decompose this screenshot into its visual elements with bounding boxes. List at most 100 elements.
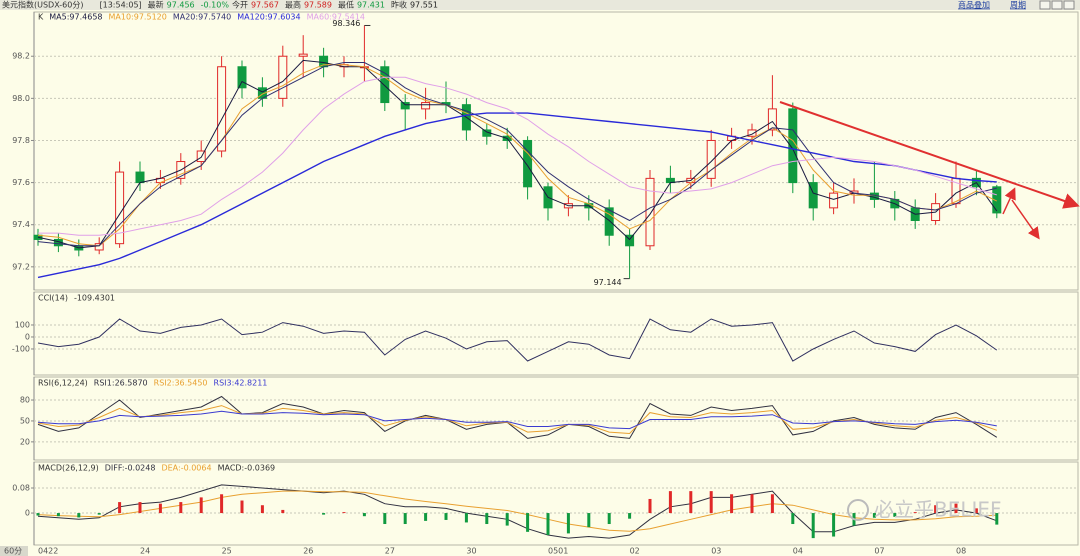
x-tick-label: 07 (874, 547, 884, 556)
macd-bar (36, 513, 40, 516)
window-button[interactable] (1063, 0, 1075, 10)
panel-frame (33, 376, 1079, 461)
toolbar-link[interactable]: 周期 (1010, 1, 1026, 10)
macd-bar (485, 513, 489, 525)
macd-bar (281, 509, 285, 514)
macd-bar (383, 513, 387, 525)
quote-value: 97.456 (167, 1, 195, 10)
quote-label: 今开 (232, 0, 248, 10)
quote-label: 昨收 (391, 0, 407, 10)
macd-bar (709, 491, 713, 514)
macd-bar (730, 494, 734, 514)
macd-bar (954, 503, 958, 514)
series-line (37, 395, 998, 439)
candle-body (706, 139, 716, 179)
macd-bar (444, 513, 448, 520)
y-tick-label: 97.2 (12, 262, 30, 271)
quote-value: 97.567 (251, 1, 279, 10)
macd-bar (668, 491, 672, 514)
x-tick-label: 03 (711, 547, 721, 556)
series-line (37, 64, 998, 247)
candle-body (604, 207, 614, 236)
y-tick-label: 0 (25, 332, 30, 341)
macd-bar (974, 508, 978, 514)
macd-bar (893, 513, 897, 517)
series-line (38, 76, 997, 236)
macd-bar (934, 505, 938, 514)
window-button[interactable] (1039, 0, 1051, 10)
x-tick-label: 02 (630, 547, 640, 556)
macd-bar (403, 513, 407, 525)
macd-bar (158, 503, 162, 514)
macd-bar (118, 502, 122, 514)
watermark-icon (847, 499, 869, 521)
legend-entry: MACD:-0.0369 (218, 464, 276, 473)
macd-bar (526, 513, 530, 532)
candle-body (829, 192, 839, 209)
macd-bar (342, 512, 346, 514)
quote-label: 最新 (148, 0, 164, 10)
candle-body (400, 102, 410, 110)
macd-bar (832, 513, 836, 537)
panel-title: MACD(26,12,9) (38, 464, 99, 473)
x-tick-label: 04 (793, 547, 803, 556)
candle-body (298, 53, 308, 57)
quote-value: 97.431 (357, 1, 385, 10)
window-button[interactable] (1051, 0, 1063, 10)
period-box (0, 546, 28, 556)
macd-bar (199, 497, 203, 514)
y-tick-label: 0 (25, 509, 30, 518)
x-tick-label: 30 (466, 547, 476, 556)
y-tick-label: -100 (12, 344, 30, 353)
arrow (1011, 199, 1040, 240)
high-annotation: 98.346 (332, 19, 360, 28)
y-tick-label: 80 (20, 396, 30, 405)
header-time: [13:54:05] (99, 1, 141, 10)
candle-body (625, 234, 635, 247)
x-tick-label: 08 (956, 547, 966, 556)
readout: -109.4301 (74, 294, 115, 303)
macd-bar (505, 513, 509, 526)
candle-body (135, 171, 145, 184)
candle-body (278, 55, 288, 99)
macd-bar (648, 498, 652, 514)
legend-entry: DEA:-0.0064 (161, 464, 211, 473)
macd-bar (424, 513, 428, 521)
panel-title: RSI(6,12,24) (38, 379, 88, 388)
macd-bar (750, 494, 754, 514)
quote-label: -0.10% (201, 1, 230, 10)
candle-body (217, 66, 227, 152)
quote-label: 最高 (285, 0, 301, 10)
candle-body (237, 66, 247, 89)
y-tick-label: 98.2 (12, 52, 30, 61)
toolbar-link[interactable]: 商品叠加 (958, 0, 990, 10)
panel-title: CCI(14) (38, 294, 68, 303)
panel-frame (33, 291, 1079, 376)
candle-body (992, 186, 1002, 214)
y-tick-label: 98.0 (12, 94, 30, 103)
candle-body (421, 102, 431, 110)
x-tick-label: 0422 (38, 547, 58, 556)
x-tick-label: 26 (303, 547, 313, 556)
legend-entry: MA5:97.4658 (49, 13, 102, 22)
macd-bar (322, 513, 326, 515)
series-line (37, 410, 997, 430)
candle-body (380, 66, 390, 104)
x-tick-label: 25 (222, 547, 232, 556)
series-line (37, 405, 997, 435)
legend-entry: DIFF:-0.0248 (105, 464, 156, 473)
y-tick-label: 20 (20, 437, 30, 446)
x-tick-label: 0501 (548, 547, 568, 556)
series-line (37, 490, 997, 532)
macd-bar (587, 513, 591, 528)
plots: 97.2 97.4 97.6 97.8 98.0 98.2 K MA5:97.4658 MA10… (12, 11, 1079, 556)
series-line (37, 484, 997, 539)
quote-value: 97.589 (304, 1, 332, 10)
candle-body (645, 177, 655, 247)
macd-bar (220, 494, 224, 514)
macd-bar (913, 512, 917, 514)
y-tick-label: 100 (15, 320, 30, 329)
macd-bar (240, 500, 244, 514)
